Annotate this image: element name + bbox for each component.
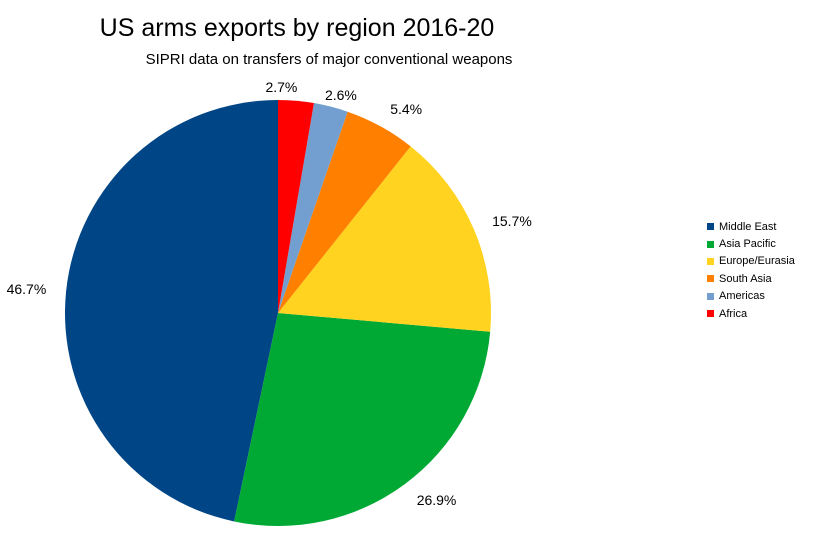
data-label-americas: 2.6%: [325, 87, 357, 103]
legend-item-americas: Americas: [707, 288, 795, 305]
chart-subtitle: SIPRI data on transfers of major convent…: [145, 51, 513, 68]
legend-swatch: [707, 275, 714, 283]
data-label-south-asia: 5.4%: [390, 101, 422, 117]
legend-item-africa: Africa: [707, 305, 795, 322]
data-label-middle-east: 46.7%: [7, 281, 47, 297]
data-label-asia-pacific: 26.9%: [417, 492, 457, 508]
legend-swatch: [707, 310, 714, 318]
legend-label: Asia Pacific: [719, 238, 776, 251]
pie-slice-americas: [278, 103, 348, 313]
data-label-africa: 2.7%: [265, 79, 297, 95]
legend-label: Middle East: [719, 220, 777, 233]
pie-slice-asia-pacific: [234, 313, 491, 527]
legend-label: Americas: [719, 290, 765, 303]
pie-slice-south-asia: [278, 111, 411, 313]
pie-slice-europe-eurasia: [278, 146, 492, 332]
legend-swatch: [707, 223, 714, 231]
legend-label: Africa: [719, 307, 748, 320]
legend-item-middle-east: Middle East: [707, 218, 795, 235]
pie-slices: [64, 100, 492, 527]
legend: Middle East Asia Pacific Europe/Eurasia Sou…: [707, 218, 795, 322]
legend-label: Europe/Eurasia: [719, 255, 795, 268]
pie-slice-middle-east: [64, 100, 278, 522]
legend-swatch: [707, 257, 714, 265]
legend-swatch: [707, 292, 714, 300]
legend-swatch: [707, 240, 714, 248]
legend-label: South Asia: [719, 272, 772, 285]
pie-slice-africa: [278, 100, 314, 313]
legend-item-europe-eurasia: Europe/Eurasia: [707, 253, 795, 270]
chart-title: US arms exports by region 2016-20: [99, 14, 495, 42]
legend-item-asia-pacific: Asia Pacific: [707, 235, 795, 252]
legend-item-south-asia: South Asia: [707, 270, 795, 287]
pie-data-labels: 46.7% 26.9% 15.7% 5.4% 2.6% 2.7%: [7, 79, 532, 508]
data-label-europe-eurasia: 15.7%: [492, 213, 532, 229]
